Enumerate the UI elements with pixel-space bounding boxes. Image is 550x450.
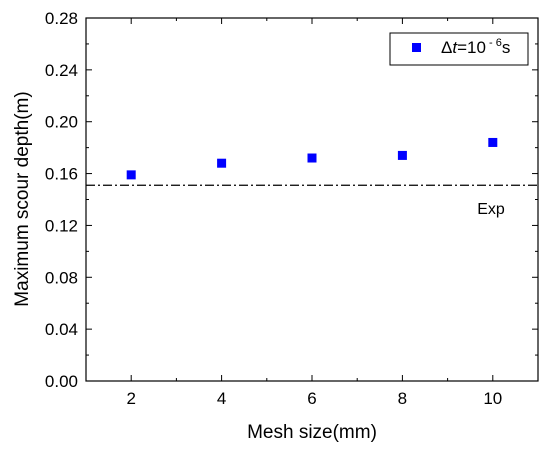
y-tick-label: 0.08 — [45, 268, 78, 287]
legend-label-prefix: Δ — [441, 38, 452, 57]
x-axis-label: Mesh size(mm) — [247, 422, 377, 443]
y-tick-label: 0.12 — [45, 216, 78, 235]
data-point — [126, 170, 136, 180]
x-axis-ticks: 2 4 6 8 10 — [126, 18, 502, 408]
y-tick-label: 0.24 — [45, 61, 78, 80]
data-point — [217, 158, 227, 168]
y-tick-label: 0.04 — [45, 320, 78, 339]
y-axis-label: Maximum scour depth(m) — [12, 91, 33, 306]
x-tick-label: 4 — [217, 389, 226, 408]
legend: Δt=10 - 6s — [389, 32, 529, 66]
legend-label-suffix: s — [502, 38, 511, 57]
legend-label-superscript: - 6 — [486, 37, 502, 49]
y-tick-label: 0.16 — [45, 165, 78, 184]
y-tick-label: 0.28 — [45, 9, 78, 28]
legend-label-middle: =10 — [457, 38, 486, 57]
y-axis-ticks: 0.00 0.04 0.08 0.12 0.16 0.20 0.24 0.28 — [45, 9, 538, 391]
x-tick-label: 10 — [483, 389, 502, 408]
data-points — [126, 137, 498, 180]
x-tick-label: 8 — [398, 389, 407, 408]
reference-line-group: Exp — [86, 184, 538, 218]
exp-label: Exp — [477, 201, 505, 218]
plot-frame — [85, 17, 539, 382]
y-tick-label: 0.00 — [45, 372, 78, 391]
x-tick-label: 6 — [307, 389, 316, 408]
legend-label: Δt=10 - 6s — [441, 37, 510, 57]
data-point — [488, 137, 498, 147]
data-point — [397, 150, 407, 160]
y-tick-label: 0.20 — [45, 113, 78, 132]
data-point — [307, 153, 317, 163]
legend-label-italic: t — [452, 38, 458, 57]
legend-marker — [412, 43, 421, 52]
x-tick-label: 2 — [126, 389, 135, 408]
